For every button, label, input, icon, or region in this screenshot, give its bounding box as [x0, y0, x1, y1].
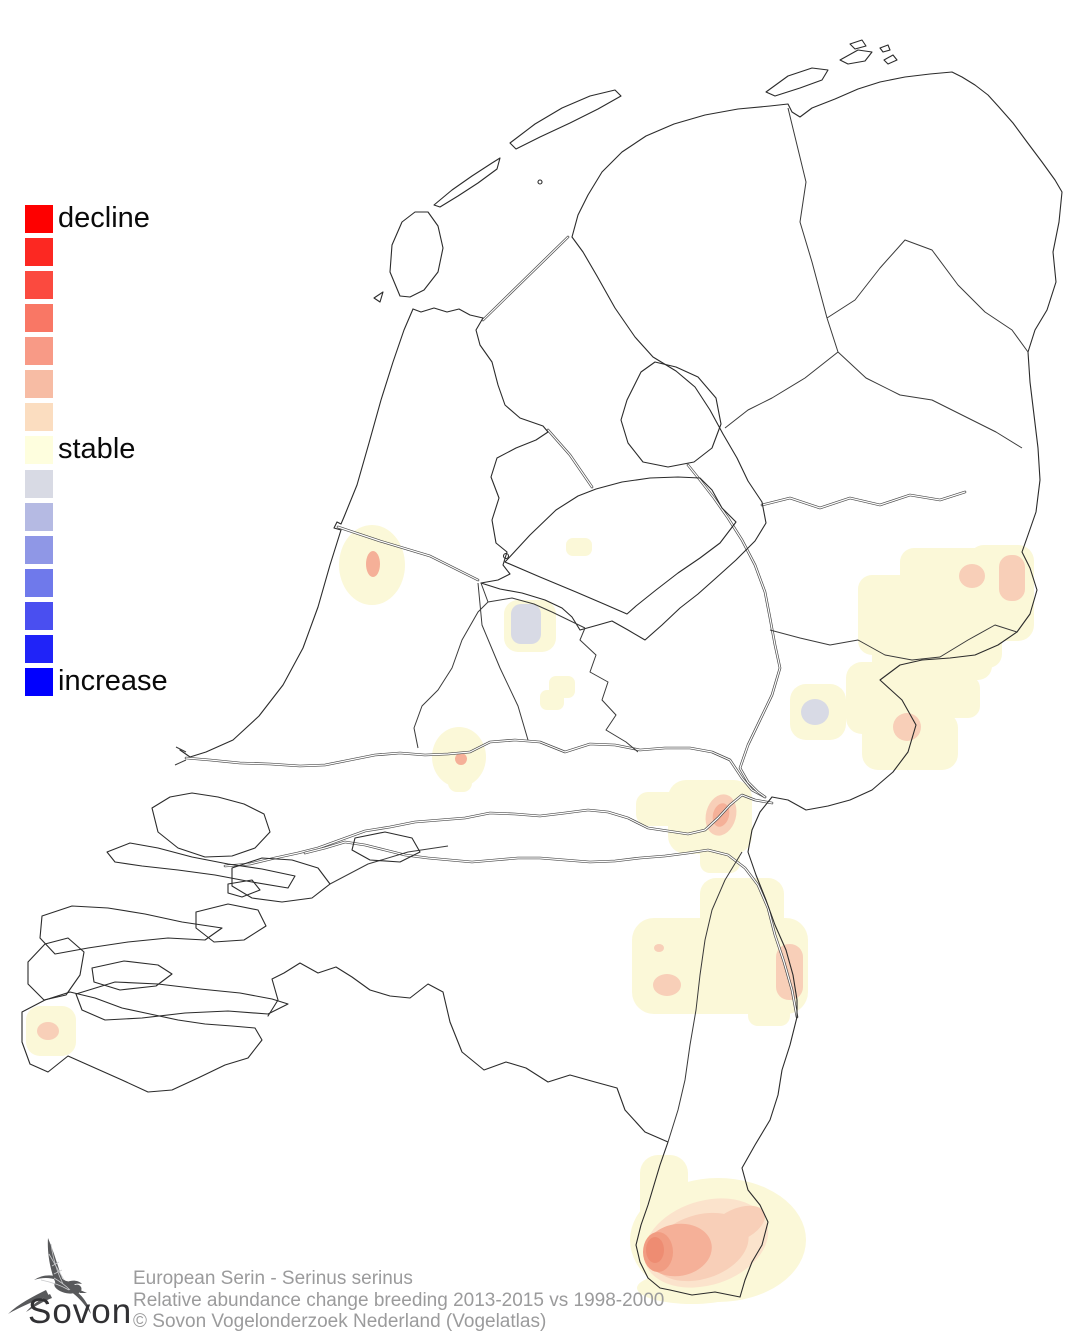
sovon-logo-text: Sovon: [28, 1292, 133, 1331]
rivers-and-canals: [184, 235, 967, 1019]
legend-label-decline: decline: [58, 202, 150, 234]
houtribdijk: [546, 428, 594, 489]
twente-decline-round: [959, 564, 985, 588]
legend-swatch: [25, 568, 53, 597]
river-waal: [223, 793, 774, 868]
legend-swatch: [25, 304, 53, 333]
kennemerland-decline-core: [366, 551, 380, 577]
legend-swatch: [25, 535, 53, 564]
island-walcheren: [27, 937, 85, 1001]
afsluitdijk: [481, 235, 570, 322]
gorinchem-stable-tail: [448, 768, 472, 792]
copyright-line: © Sovon Vogelonderzoek Nederland (Vogela…: [133, 1311, 547, 1332]
nijmegen-stable-c: [700, 845, 740, 873]
hollands-diep: [329, 845, 449, 885]
zeeland-decline: [37, 1022, 59, 1040]
zuid-limburg-decline-core: [646, 1237, 664, 1263]
map-caption: European Serin - Serinus serinus Relativ…: [133, 1268, 664, 1333]
river-maas: [303, 840, 799, 1019]
noordzeekanaal: [336, 525, 480, 582]
muiden-stable: [566, 538, 592, 556]
utrecht-increase: [511, 604, 541, 644]
legend-swatch: [25, 271, 53, 300]
limburg-mid-stable: [748, 998, 790, 1026]
species-name: European Serin - Serinus serinus: [133, 1268, 413, 1289]
island-hoeksche-waard: [231, 857, 331, 903]
map-subtitle: Relative abundance change breeding 2013-…: [133, 1289, 665, 1311]
island-goeree: [106, 842, 296, 889]
island-noord-beveland: [91, 960, 173, 991]
abundance-patches: [26, 525, 1034, 1304]
island-voorne-putten: [151, 792, 271, 858]
legend-swatch: [25, 337, 53, 366]
amsterdam-rijnkanaal: [477, 582, 529, 741]
twente-decline-band: [999, 555, 1025, 601]
island-ameland: [765, 67, 829, 97]
nijmegen-stable-b: [636, 792, 688, 826]
river-lek: [184, 738, 767, 799]
legend-swatch: [25, 469, 53, 498]
river-ijssel: [686, 463, 782, 799]
legend-swatch: [25, 502, 53, 531]
gorinchem-decline-core: [455, 753, 467, 765]
legend-swatch: [25, 667, 53, 696]
island-dordrecht: [351, 831, 421, 863]
legend-swatch: [25, 634, 53, 663]
sovon-logo-icon: [8, 1238, 91, 1314]
achterhoek-decline: [893, 713, 921, 741]
legend-swatch: [25, 205, 53, 233]
legend-swatch: [25, 403, 53, 432]
legend-label-increase: increase: [58, 664, 168, 697]
legend-swatch: [25, 370, 53, 399]
island-terschelling: [509, 89, 622, 150]
achterhoek-stable-b: [862, 712, 958, 770]
houten-stable-b: [540, 690, 564, 710]
brabant-decline: [653, 974, 681, 996]
zeeuws-vlaanderen: [21, 991, 263, 1093]
overijsselse-vecht: [760, 490, 967, 510]
map-outline: [21, 39, 1063, 1298]
legend-swatch: [25, 436, 53, 465]
legend-swatch: [25, 601, 53, 630]
legend-swatch: [25, 238, 53, 267]
doetinchem-increase: [801, 699, 829, 725]
legend-label-stable: stable: [58, 433, 136, 466]
island-schouwen: [39, 905, 223, 955]
brabant-decline-dot: [654, 944, 664, 952]
island-schiermonnikoog: [839, 49, 873, 65]
island-zuid-beveland: [75, 981, 289, 1021]
island-tholen: [195, 903, 267, 943]
island-texel: [389, 211, 444, 298]
island-vlieland: [433, 157, 501, 208]
